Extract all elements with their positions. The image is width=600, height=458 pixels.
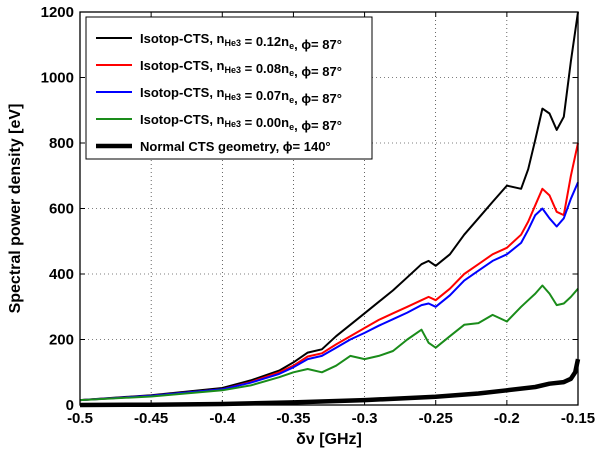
- y-tick-label: 600: [49, 201, 74, 218]
- x-tick-label: -0.15: [561, 410, 595, 427]
- y-tick-label: 1200: [41, 4, 74, 21]
- y-tick-label: 0: [66, 397, 74, 414]
- series-group: [79, 11, 581, 408]
- legend-label: Isotop-CTS, nHe3 = 0.07ne, ϕ= 87°: [140, 85, 342, 106]
- y-tick-label: 1000: [41, 70, 74, 87]
- tick-marks: [79, 11, 579, 406]
- x-tick-label: -0.3: [352, 410, 378, 427]
- y-tick-label: 200: [49, 332, 74, 349]
- y-tick-label: 400: [49, 266, 74, 283]
- x-tick-label: -0.4: [209, 410, 236, 427]
- series-line-2: [79, 142, 579, 402]
- x-tick-label: -0.35: [276, 410, 310, 427]
- x-tick-labels: -0.5 -0.45 -0.4 -0.35 -0.3 -0.25 -0.2 -0.15: [67, 410, 595, 427]
- legend-box: [85, 16, 373, 160]
- series-line-3: [79, 181, 579, 402]
- x-tick-label: -0.45: [134, 410, 168, 427]
- legend-label: Isotop-CTS, nHe3 = 0.08ne, ϕ= 87°: [140, 58, 342, 79]
- y-tick-label: 800: [49, 135, 74, 152]
- legend-label: Isotop-CTS, nHe3 = 0.00ne, ϕ= 87°: [140, 112, 342, 133]
- x-tick-label: -0.5: [67, 410, 93, 427]
- x-tick-label: -0.2: [494, 410, 520, 427]
- series-line-1: [79, 11, 579, 402]
- legend-label: Normal CTS geometry, ϕ= 140°: [140, 139, 331, 154]
- y-axis-label: Spectral power density [eV]: [7, 104, 24, 314]
- x-tick-label: -0.25: [419, 410, 453, 427]
- series-line-5: [79, 358, 581, 408]
- series-line-4: [79, 284, 579, 402]
- y-tick-labels: 0 200 400 600 800 1000 1200: [41, 4, 74, 414]
- x-axis-label: δν [GHz]: [296, 431, 362, 448]
- legend-label: Isotop-CTS, nHe3 = 0.12ne, ϕ= 87°: [140, 31, 342, 52]
- legend: Isotop-CTS, nHe3 = 0.12ne, ϕ= 87° Isotop-…: [85, 16, 373, 160]
